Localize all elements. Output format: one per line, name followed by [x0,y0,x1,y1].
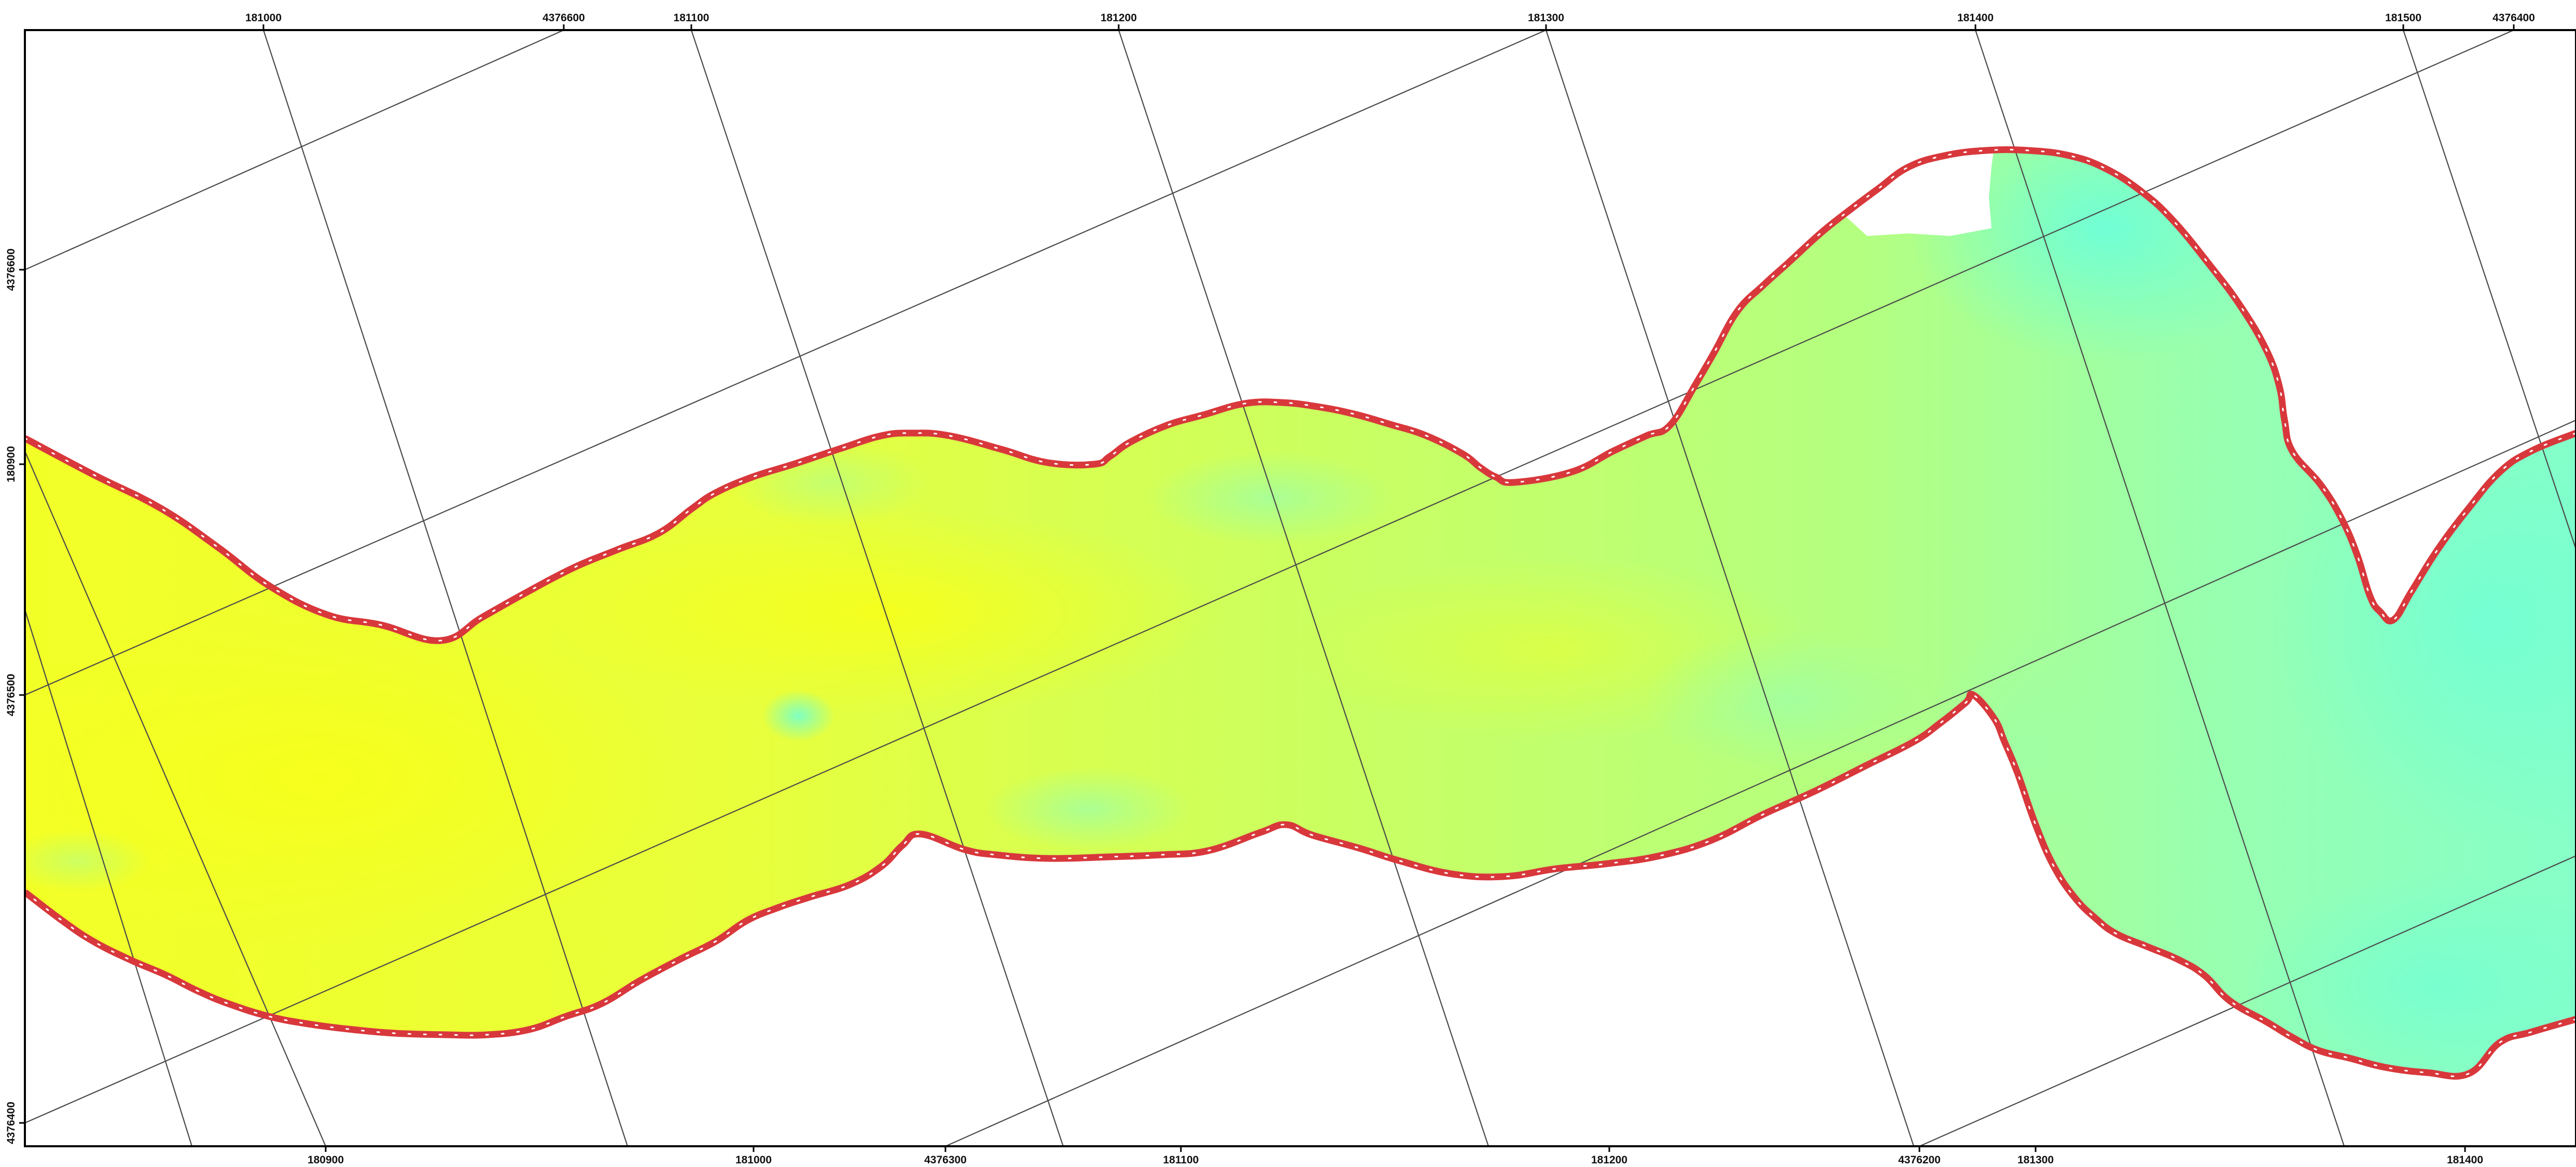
bottom-label: 181200 [1591,1154,1627,1166]
bottom-label: 181300 [2017,1154,2054,1166]
northing-grid-line [945,419,2576,1146]
bottom-axis-labels: 180900 181000 4376300 181100 181200 4376… [308,1154,2483,1166]
no-data-area [1836,148,1994,236]
coordinate-grid [25,30,2576,1146]
top-label: 4376400 [2493,12,2535,24]
northing-grid-line [25,30,564,271]
top-label: 181500 [2385,12,2421,24]
top-axis-labels: 181000 4376600 181100 181200 181300 1814… [245,12,2535,24]
northing-grid-line [25,30,1547,696]
easting-grid-line [2402,30,2576,551]
top-label: 181200 [1101,12,1137,24]
easting-grid-line [262,30,629,1146]
easting-grid-line [1974,30,2345,1146]
easting-grid-line [1545,30,1915,1146]
survey-boundary [25,146,2576,1080]
left-label: 4376500 [5,674,17,716]
top-label: 181100 [674,12,709,24]
bottom-label: 181000 [735,1154,772,1166]
northing-grid-line [1919,855,2576,1146]
bottom-label: 4376200 [1898,1154,1941,1166]
top-label: 181000 [245,12,282,24]
bottom-label: 181100 [1163,1154,1199,1166]
top-label: 181300 [1528,12,1564,24]
bottom-label: 181400 [2447,1154,2483,1166]
top-label: 4376600 [542,12,585,24]
bottom-label: 4376300 [924,1154,967,1166]
left-label: 4376600 [5,248,17,291]
northing-grid-line [25,30,2514,1124]
easting-grid-line [1118,30,1489,1146]
map-frame [24,29,2576,1147]
easting-grid-line [25,451,327,1146]
top-label: 181400 [1957,12,1994,24]
left-label: 180900 [5,446,17,482]
left-axis-labels: 4376600 180900 4376500 4376400 [5,248,17,1144]
left-label: 4376400 [5,1102,17,1144]
tick-marks [19,24,2515,1152]
bottom-label: 180900 [308,1154,344,1166]
easting-grid-line [690,30,1064,1146]
